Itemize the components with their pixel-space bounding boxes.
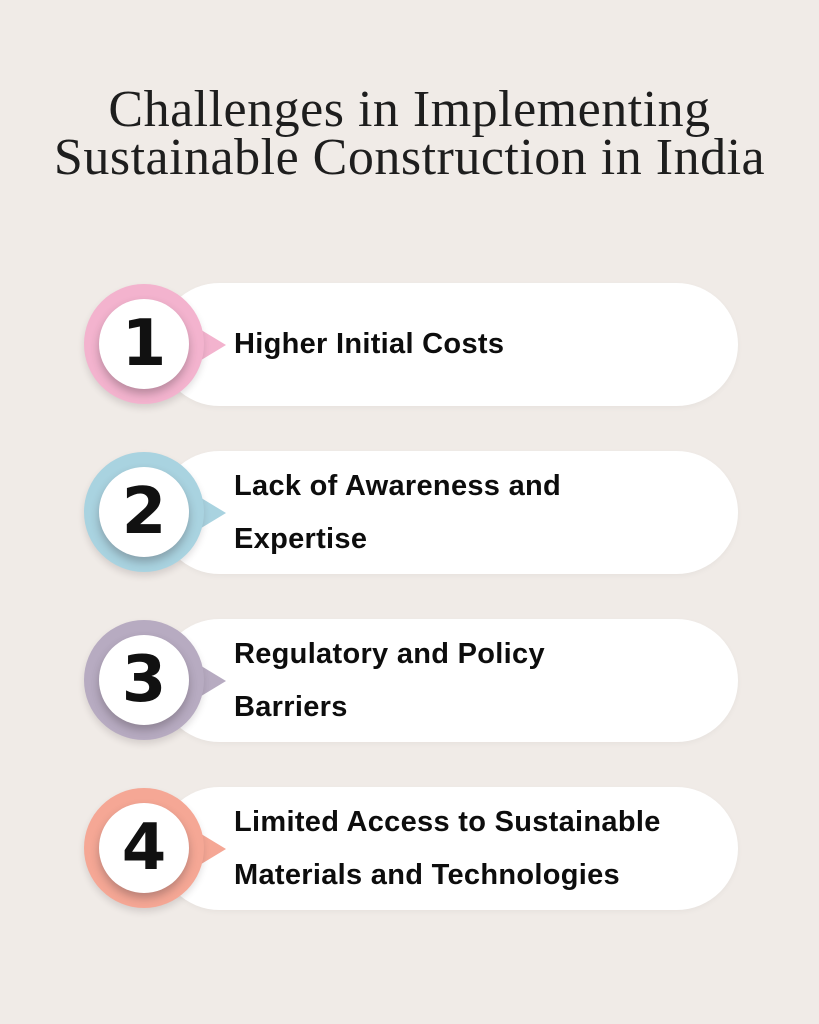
page-title-line-2: Sustainable Construction in India [53, 129, 766, 186]
challenge-pill: Regulatory and Policy Barriers [158, 619, 738, 742]
badge-number: 4 [99, 803, 189, 893]
challenge-label-line: Regulatory and Policy [234, 637, 545, 670]
challenge-label-line: Higher Initial Costs [234, 328, 505, 360]
challenge-pill: Higher Initial Costs [158, 283, 738, 406]
challenge-label: Regulatory and Policy Barriers [158, 628, 545, 734]
number-badge: 2 [84, 452, 204, 572]
challenge-pill: Limited Access to Sustainable Materials … [158, 787, 738, 910]
challenge-label: Higher Initial Costs [158, 318, 504, 371]
challenge-item-3: Regulatory and Policy Barriers 3 [0, 619, 819, 742]
challenge-label: Limited Access to Sustainable Materials … [158, 796, 661, 902]
page-title: Challenges in Implementing Sustainable C… [0, 81, 819, 186]
badge-number: 2 [99, 467, 189, 557]
number-badge: 3 [84, 620, 204, 740]
number-badge: 1 [84, 284, 204, 404]
number-badge: 4 [84, 788, 204, 908]
challenge-item-2: Lack of Awareness and Expertise 2 [0, 451, 819, 574]
challenge-label-line: Expertise [234, 522, 368, 555]
challenge-item-4: Limited Access to Sustainable Materials … [0, 787, 819, 910]
challenge-label-line: Lack of Awareness and [234, 469, 562, 502]
challenge-pill: Lack of Awareness and Expertise [158, 451, 738, 574]
badge-number: 1 [99, 299, 189, 389]
page-title-line-1: Challenges in Implementing [108, 81, 711, 138]
challenge-label: Lack of Awareness and Expertise [158, 460, 561, 566]
challenge-label-line: Barriers [234, 690, 348, 723]
badge-number: 3 [99, 635, 189, 725]
challenge-label-line: Materials and Technologies [234, 858, 620, 891]
challenge-item-1: Higher Initial Costs 1 [0, 283, 819, 406]
challenge-label-line: Limited Access to Sustainable [234, 805, 661, 838]
